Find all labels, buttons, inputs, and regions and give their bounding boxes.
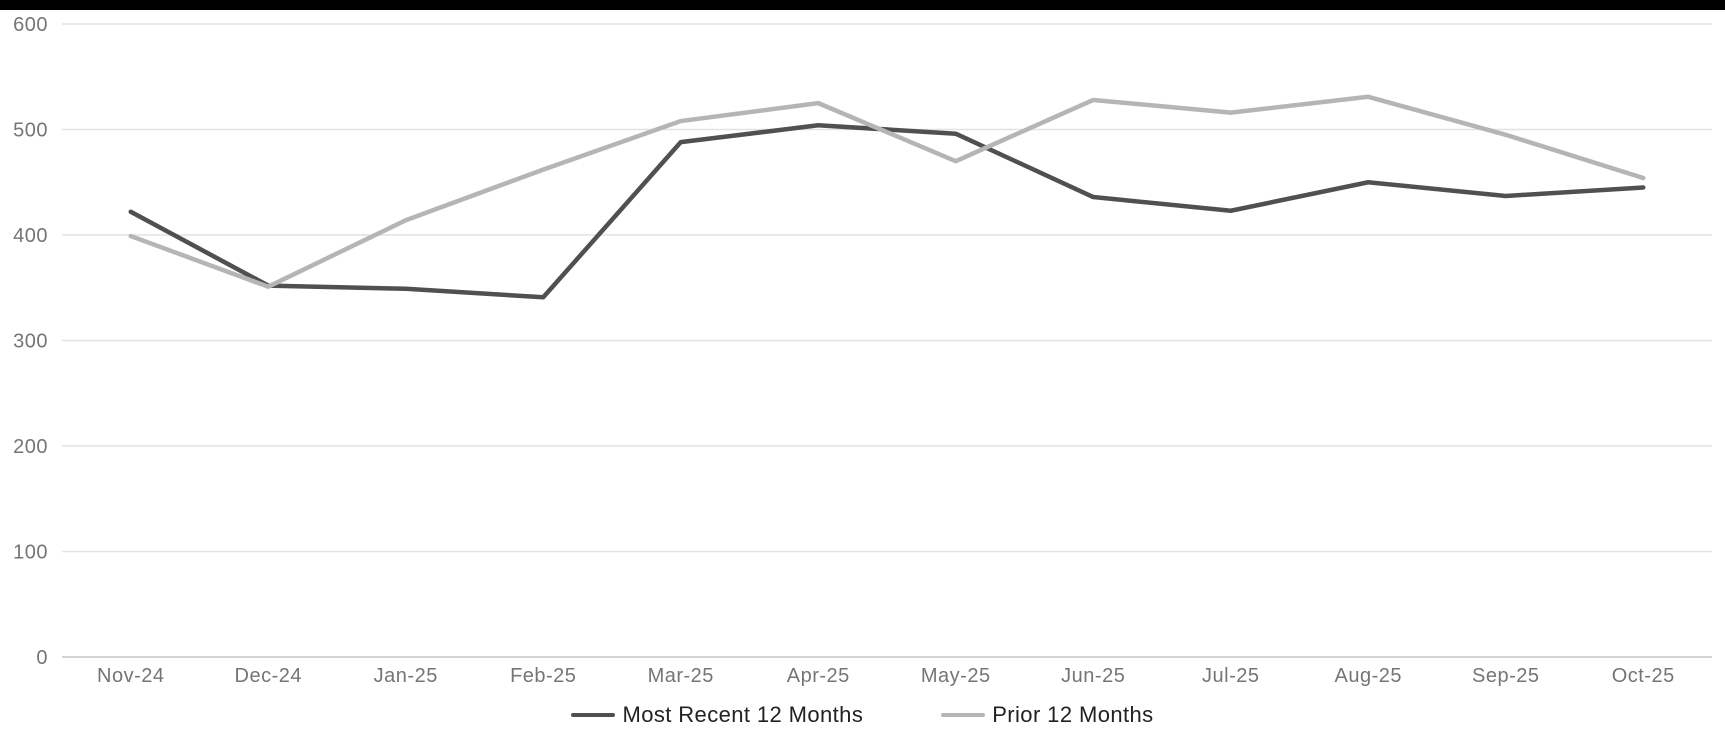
x-tick-label: Dec-24 [235, 665, 302, 687]
y-tick-label: 300 [13, 331, 48, 353]
legend-item-prior-12-months: Prior 12 Months [941, 702, 1153, 728]
legend-item-most-recent-12-months: Most Recent 12 Months [571, 702, 863, 728]
x-tick-label: Jul-25 [1202, 665, 1259, 687]
series-line-prior-12-months [128, 94, 1646, 289]
top-black-bar [0, 0, 1725, 10]
chart-legend: Most Recent 12 Months Prior 12 Months [0, 701, 1725, 729]
x-tick-label: Jan-25 [374, 665, 438, 687]
x-tick-label: Sep-25 [1472, 665, 1540, 687]
y-tick-label: 200 [13, 436, 48, 458]
y-tick-label: 500 [13, 120, 48, 142]
series-line-most-recent-12-months [128, 123, 1646, 300]
x-tick-label: May-25 [921, 665, 991, 687]
x-tick-label: Nov-24 [97, 665, 164, 687]
x-tick-label: Feb-25 [510, 665, 576, 687]
x-tick-label: Apr-25 [787, 665, 850, 687]
x-tick-label: Aug-25 [1335, 665, 1403, 687]
y-tick-label: 100 [13, 542, 48, 564]
x-tick-label: Mar-25 [648, 665, 714, 687]
legend-line-swatch-light [941, 713, 986, 717]
legend-line-swatch-dark [571, 713, 616, 717]
x-tick-label: Jun-25 [1061, 665, 1125, 687]
x-tick-label: Oct-25 [1612, 665, 1675, 687]
y-tick-label: 400 [13, 225, 48, 247]
legend-label: Most Recent 12 Months [622, 702, 864, 727]
legend-label: Prior 12 Months [992, 702, 1154, 727]
y-tick-label: 0 [36, 647, 48, 669]
y-tick-label: 600 [13, 14, 48, 36]
